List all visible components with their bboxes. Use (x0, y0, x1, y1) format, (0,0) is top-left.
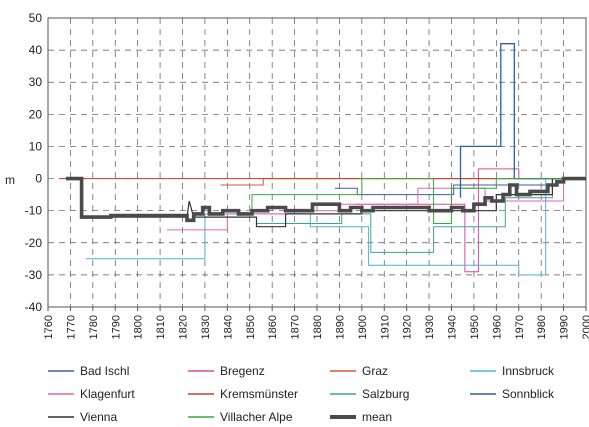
x-tick-label: 1800 (133, 315, 145, 339)
x-axis: 1760 1770 1780 1790 1800 1810 1820 1830 1840 1850… (43, 307, 589, 339)
legend-label-salzburg: Salzburg (362, 387, 409, 401)
series-line-vienna (81, 178, 586, 228)
y-tick-label: 40 (29, 43, 43, 57)
y-axis: -40 -30 -20 -10 0 10 20 30 40 50 (25, 11, 43, 314)
series-line-graz (220, 178, 586, 186)
legend-label-innsbruck: Innsbruck (502, 364, 555, 378)
series-line-sonnblick (459, 43, 586, 198)
y-tick-label: -40 (25, 300, 43, 314)
y-tick-label: -30 (25, 268, 43, 282)
y-tick-label: 0 (35, 172, 42, 186)
x-tick-label: 2000 (581, 315, 589, 339)
legend-label-graz: Graz (362, 364, 388, 378)
y-tick-label: 30 (29, 75, 43, 89)
x-tick-label: 1910 (379, 315, 391, 339)
x-tick-label: 1870 (290, 315, 302, 339)
legend-label-sonnblick: Sonnblick (502, 387, 555, 401)
legend-label-bad-ischl: Bad Ischl (80, 364, 129, 378)
x-tick-label: 1880 (312, 315, 324, 339)
y-tick-label: -10 (25, 204, 43, 218)
y-tick-label: 10 (29, 139, 43, 153)
x-tick-label: 1940 (447, 315, 459, 339)
legend-label-klagenfurt: Klagenfurt (80, 387, 135, 401)
x-tick-label: 1830 (200, 315, 212, 339)
x-tick-label: 1760 (43, 315, 55, 339)
x-tick-label: 1930 (424, 315, 436, 339)
series-line-innsbruck (86, 178, 586, 276)
series-line-bregenz (355, 168, 586, 273)
x-tick-label: 1970 (514, 315, 526, 339)
series-line-klagenfurt (166, 178, 586, 231)
x-tick-label: 1790 (110, 315, 122, 339)
legend-label-bregenz: Bregenz (220, 364, 265, 378)
legend: Bad Ischl Bregenz Graz Innsbruck Klagenfurt K… (48, 364, 555, 424)
x-tick-label: 1960 (491, 315, 503, 339)
x-tick-label: 1860 (267, 315, 279, 339)
x-tick-label: 1890 (334, 315, 346, 339)
y-tick-label: 20 (29, 107, 43, 121)
x-tick-label: 1980 (536, 315, 548, 339)
legend-label-kremsm-nster: Kremsmünster (220, 387, 298, 401)
legend-label-vienna: Vienna (80, 410, 117, 424)
x-tick-label: 1900 (357, 315, 369, 339)
x-tick-label: 1820 (178, 315, 190, 339)
x-tick-label: 1840 (222, 315, 234, 339)
x-tick-label: 1950 (469, 315, 481, 339)
x-tick-label: 1850 (245, 315, 257, 339)
series-line-villacher-alpe (251, 178, 586, 224)
x-tick-label: 1780 (88, 315, 100, 339)
y-axis-label: m (5, 173, 15, 187)
x-tick-label: 1990 (559, 315, 571, 339)
grid (47, 17, 587, 308)
series-line-mean (65, 176, 586, 223)
plot-area (59, 43, 586, 276)
x-tick-label: 1920 (402, 315, 414, 339)
y-tick-label: 50 (29, 11, 43, 25)
x-tick-label: 1810 (155, 315, 167, 339)
legend-label-mean: mean (362, 410, 392, 424)
legend-label-villacher-alpe: Villacher Alpe (220, 410, 293, 424)
y-tick-label: -20 (25, 236, 43, 250)
x-tick-label: 1770 (65, 315, 77, 339)
